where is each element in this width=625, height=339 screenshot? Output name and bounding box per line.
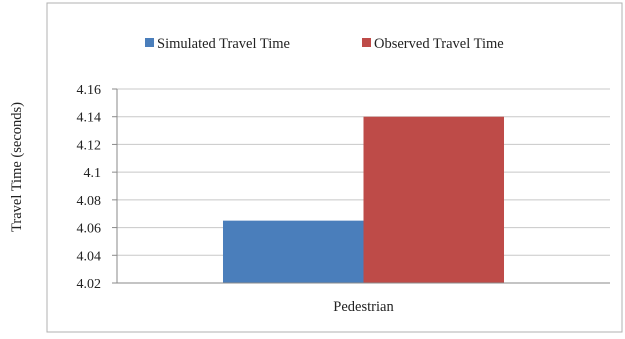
axes (112, 88, 610, 284)
y-tick-label: 4.1 (84, 166, 102, 181)
y-tick-label: 4.08 (77, 194, 102, 209)
y-tick-label: 4.06 (77, 222, 102, 237)
x-tick-label: Pedestrian (333, 299, 394, 315)
legend-label: Observed Travel Time (374, 36, 504, 52)
y-tick-label: 4.14 (77, 111, 102, 126)
bar-observed-travel-time (363, 116, 505, 283)
y-tick-label: 4.12 (77, 138, 102, 153)
legend-swatch (362, 38, 371, 47)
y-axis-title: Travel Time (seconds) (9, 102, 25, 232)
y-tick-labels: 4.02 4.04 4.06 4.08 4.1 4.12 4.14 4.16 Pedestria… (77, 83, 395, 315)
y-tick-label: 4.02 (77, 277, 102, 292)
legend-label: Simulated Travel Time (157, 36, 290, 52)
bars (222, 116, 505, 283)
bar-simulated-travel-time (222, 220, 364, 283)
y-tick-label: 4.04 (77, 249, 102, 264)
y-tick-label: 4.16 (77, 83, 102, 98)
legend-swatch (145, 38, 154, 47)
legend: Simulated Travel Time Observed Travel Tim… (145, 36, 504, 52)
